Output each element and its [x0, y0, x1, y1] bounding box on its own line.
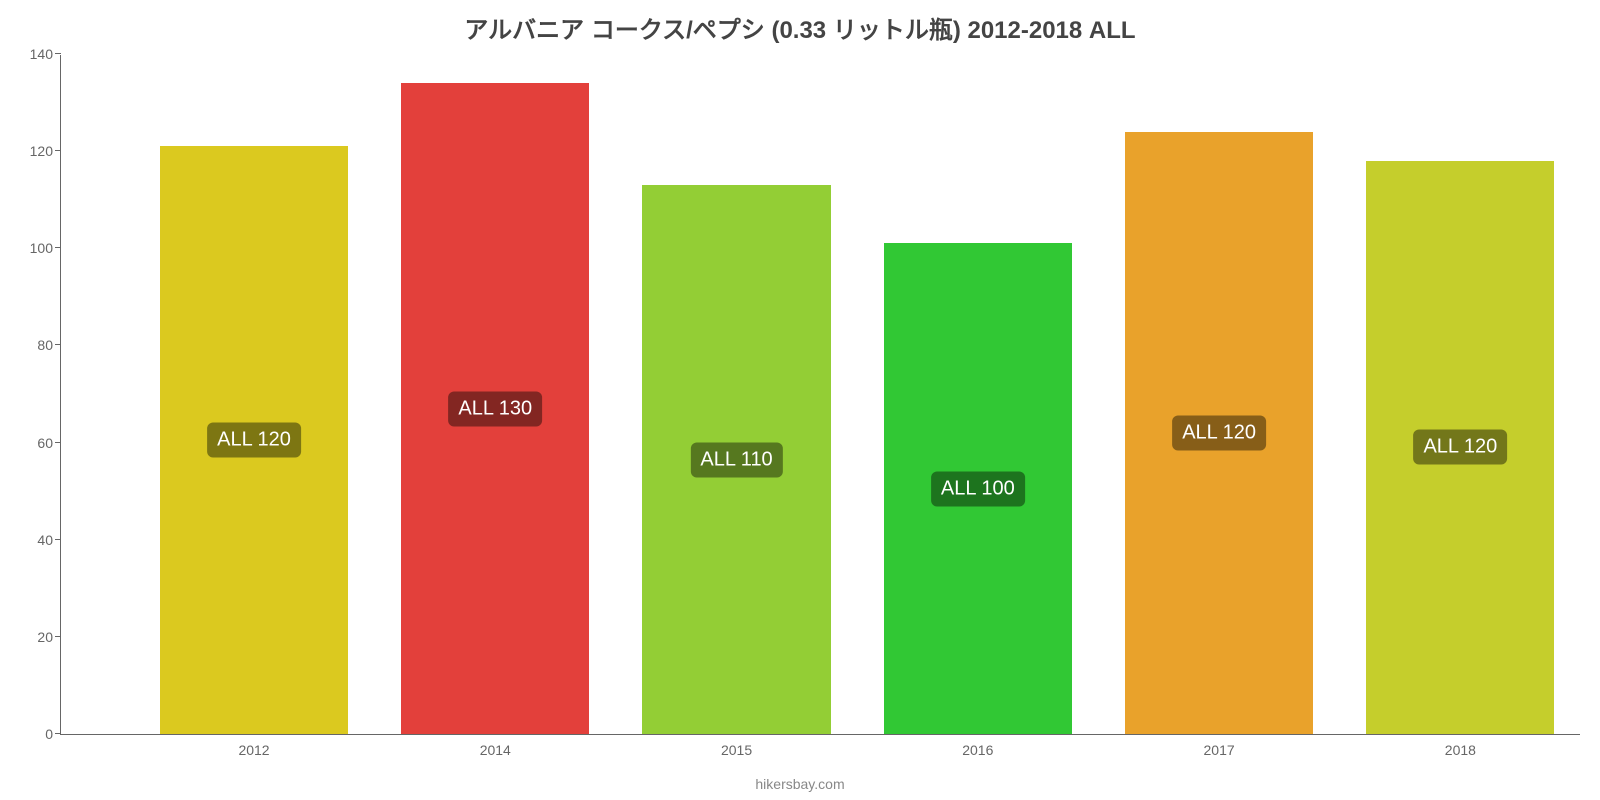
chart-container: アルバニア コークス/ペプシ (0.33 リットル瓶) 2012-2018 AL… [0, 0, 1600, 800]
x-tick-label: 2016 [962, 734, 993, 758]
y-tick-mark [55, 733, 61, 734]
bar-value-label: ALL 120 [1172, 415, 1266, 450]
bar: ALL 120 [160, 146, 348, 734]
x-tick-label: 2015 [721, 734, 752, 758]
x-tick-label: 2018 [1445, 734, 1476, 758]
bar: ALL 120 [1125, 132, 1313, 734]
bar: ALL 130 [401, 83, 589, 734]
y-tick-mark [55, 636, 61, 637]
bar: ALL 120 [1366, 161, 1554, 734]
y-tick-mark [55, 539, 61, 540]
y-tick-mark [55, 442, 61, 443]
bar: ALL 100 [884, 243, 1072, 734]
x-tick-label: 2014 [480, 734, 511, 758]
y-tick-mark [55, 150, 61, 151]
bar-value-label: ALL 130 [448, 391, 542, 426]
y-tick-label: 80 [37, 337, 61, 353]
chart-title: アルバニア コークス/ペプシ (0.33 リットル瓶) 2012-2018 AL… [0, 10, 1600, 45]
y-tick-label: 0 [45, 726, 61, 742]
y-tick-mark [55, 344, 61, 345]
y-tick-label: 40 [37, 532, 61, 548]
y-tick-label: 140 [30, 46, 61, 62]
y-tick-label: 100 [30, 240, 61, 256]
y-tick-label: 20 [37, 629, 61, 645]
y-tick-label: 120 [30, 143, 61, 159]
chart-footer: hikersbay.com [0, 776, 1600, 792]
y-tick-mark [55, 53, 61, 54]
x-tick-label: 2012 [238, 734, 269, 758]
y-tick-mark [55, 247, 61, 248]
bar-value-label: ALL 100 [931, 471, 1025, 506]
bar-value-label: ALL 120 [1413, 430, 1507, 465]
x-tick-label: 2017 [1204, 734, 1235, 758]
bar-value-label: ALL 110 [690, 442, 782, 477]
bar-value-label: ALL 120 [207, 423, 301, 458]
plot-area: 020406080100120140ALL 1202012ALL 1302014… [60, 55, 1580, 735]
bar: ALL 110 [642, 185, 830, 734]
y-tick-label: 60 [37, 435, 61, 451]
